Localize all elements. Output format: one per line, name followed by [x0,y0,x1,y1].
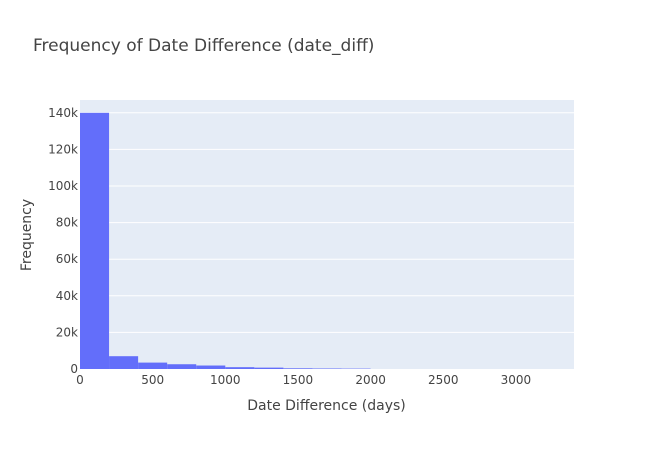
histogram-bar-7[interactable] [283,368,313,369]
y-tick-label-4: 80k [56,216,78,230]
y-axis-title: Frequency [19,199,35,271]
x-axis-ticks: 0 500 1000 1500 2000 2500 3000 [76,373,531,387]
histogram-bar-2[interactable] [138,362,168,369]
x-axis-title: Date Difference (days) [247,398,406,414]
histogram-bar-4[interactable] [196,365,226,369]
histogram-bar-6[interactable] [254,367,284,369]
histogram-bar-3[interactable] [167,364,197,369]
y-tick-label-3: 60k [56,252,78,266]
grid-lines [80,112,574,333]
y-tick-label-0: 0 [70,362,78,376]
histogram-bar-0[interactable] [80,112,110,370]
x-tick-label-2: 1000 [210,373,241,387]
x-tick-label-5: 2500 [428,373,459,387]
histogram-bar-5[interactable] [225,367,255,369]
y-tick-label-6: 120k [48,142,78,156]
y-tick-label-5: 100k [48,179,78,193]
x-tick-label-1: 500 [141,373,164,387]
chart-title: Frequency of Date Difference (date_diff) [33,36,374,56]
y-tick-label-2: 40k [56,289,78,303]
histogram-bars [80,112,371,370]
x-tick-label-4: 2000 [355,373,386,387]
x-tick-label-0: 0 [76,373,84,387]
histogram-bar-1[interactable] [109,356,139,369]
y-axis-ticks: 0 20k 40k 60k 80k 100k 120k 140k [48,106,78,376]
x-tick-label-3: 1500 [283,373,314,387]
x-tick-label-6: 3000 [501,373,532,387]
y-tick-label-7: 140k [48,106,78,120]
plot-background [80,100,574,369]
y-tick-label-1: 20k [56,325,78,339]
